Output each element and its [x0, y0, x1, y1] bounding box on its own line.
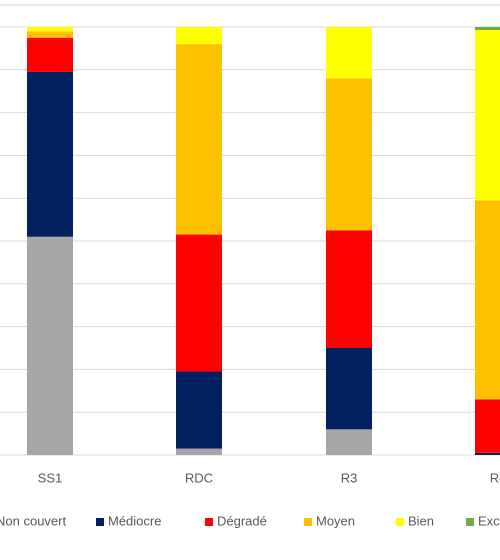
bar-segment [326, 429, 372, 455]
bar-segment [176, 27, 222, 45]
x-tick-label: R4 [490, 470, 500, 485]
bar-segment [475, 200, 500, 400]
bar-segment [176, 371, 222, 449]
bar-segment [475, 452, 500, 455]
bar-segment [27, 31, 73, 38]
legend-label: Moyen [316, 513, 355, 528]
bar-segment [27, 37, 73, 72]
bar-segment [27, 27, 73, 32]
bar-segment [326, 230, 372, 348]
bar-segment [475, 29, 500, 201]
bar-segment [176, 234, 222, 372]
legend-marker [96, 518, 104, 526]
legend-label: Dégradé [217, 513, 267, 528]
bar-segment [326, 348, 372, 430]
bar-segment [475, 27, 500, 30]
bar-segment [475, 399, 500, 453]
x-tick-label: RDC [185, 470, 213, 485]
x-tick-label: SS1 [38, 470, 63, 485]
legend-label: Non couvert [0, 513, 66, 528]
bar-segment [176, 44, 222, 235]
x-tick-label: R3 [341, 470, 358, 485]
legend-marker [466, 518, 474, 526]
legend-marker [304, 518, 312, 526]
bar-segment [326, 27, 372, 79]
bar-segment [27, 71, 73, 237]
legend-marker [205, 518, 213, 526]
legend-marker [396, 518, 404, 526]
bar-segment [176, 448, 222, 455]
legend-label: Bien [408, 513, 434, 528]
bar-segment [326, 78, 372, 231]
legend-label: Excellent [478, 513, 500, 528]
bar-segment [27, 236, 73, 455]
legend-label: Médiocre [108, 513, 161, 528]
